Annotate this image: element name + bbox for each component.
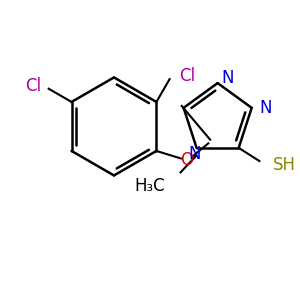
Text: Cl: Cl [25,77,41,95]
Text: N: N [221,69,234,87]
Text: H₃C: H₃C [134,177,165,195]
Text: N: N [259,99,272,117]
Text: SH: SH [273,156,296,174]
Text: N: N [188,145,201,163]
Text: Cl: Cl [179,67,195,85]
Text: O: O [180,152,193,169]
